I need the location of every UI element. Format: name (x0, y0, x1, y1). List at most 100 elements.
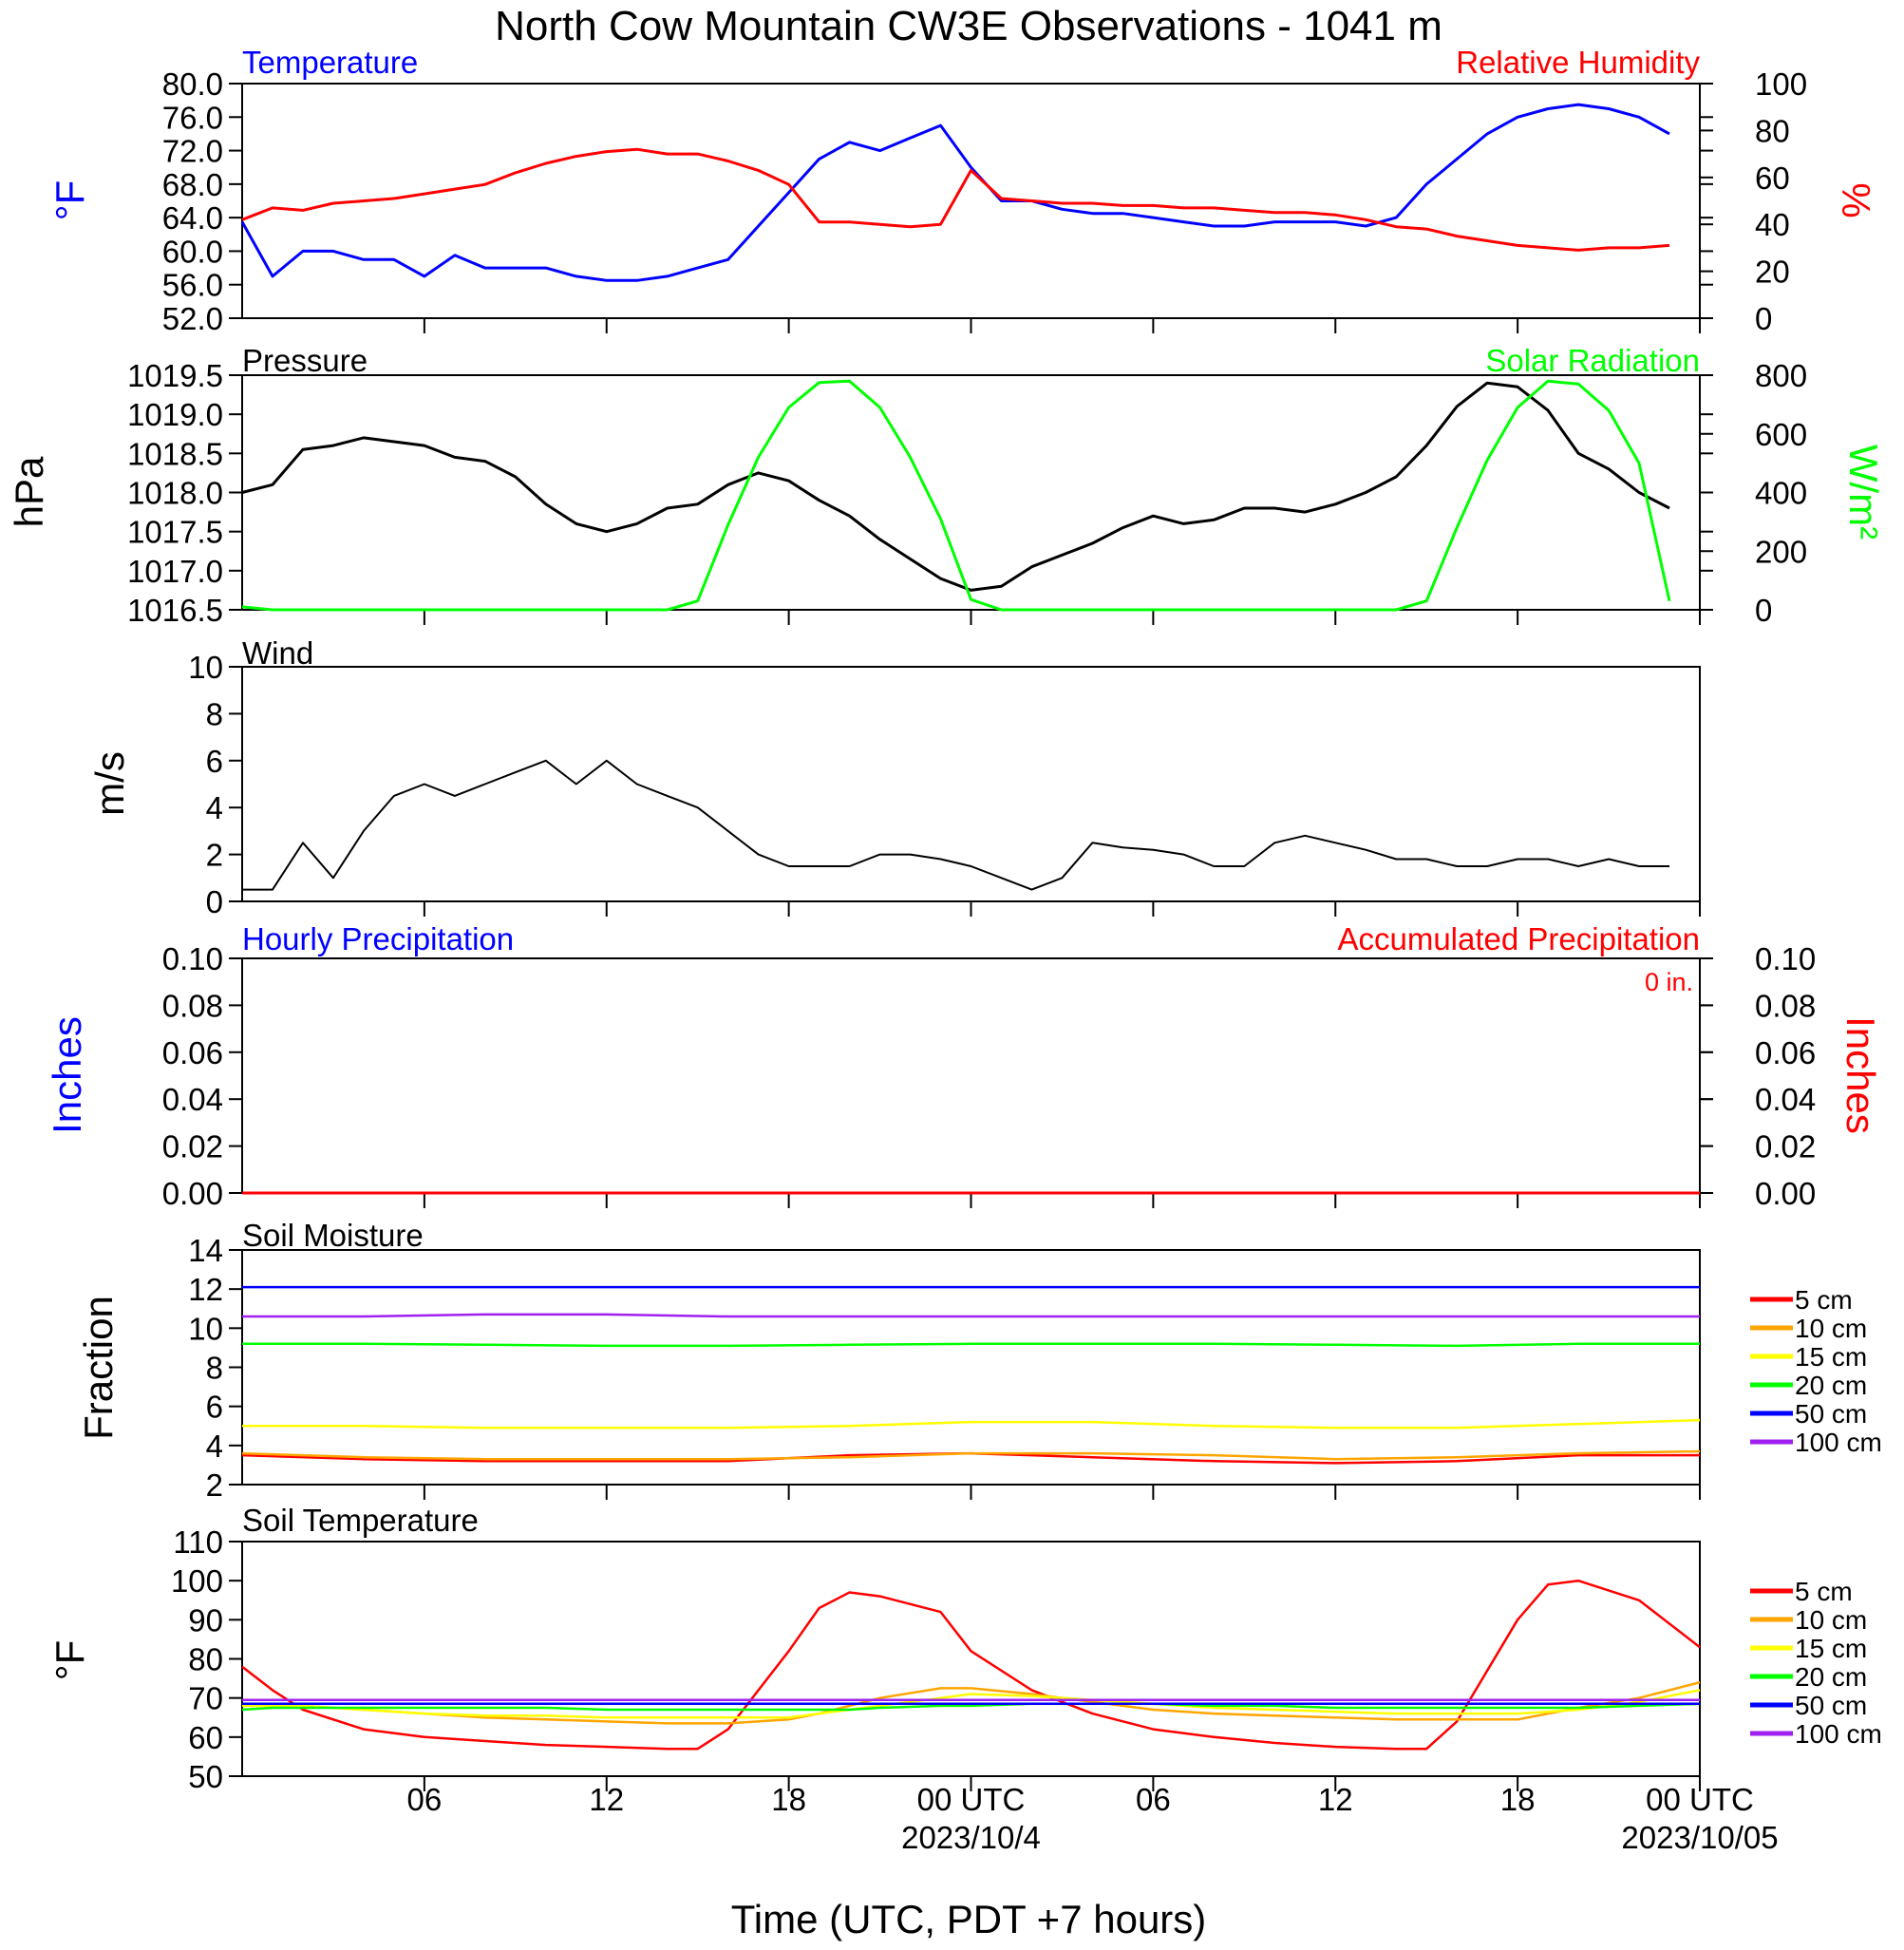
legend-label: 10 cm (1795, 1605, 1867, 1635)
legend-label: 15 cm (1795, 1342, 1867, 1372)
y2-tick-label: 0 (1755, 301, 1772, 336)
y-tick-label: 1018.0 (127, 476, 223, 511)
y-tick-label: 0.08 (162, 988, 223, 1023)
soil-temp-line (241, 1579, 1701, 1751)
y2-tick-label: 0.08 (1755, 988, 1816, 1023)
humidity-title: Relative Humidity (1456, 45, 1700, 80)
y2-tick-label: 0.00 (1755, 1176, 1816, 1211)
soil-moisture-title: Soil Moisture (242, 1218, 424, 1253)
x-tick-label: 18 (771, 1782, 806, 1817)
y-tick-label: 1017.5 (127, 515, 223, 550)
y-tick-label: 56.0 (162, 268, 223, 303)
soil-moisture-line (242, 1418, 1701, 1429)
temperature-unit: °F (47, 180, 92, 220)
temperature-frame (241, 83, 1701, 319)
y-tick-label: 6 (206, 1390, 223, 1425)
y-tick-label: 70 (188, 1681, 223, 1716)
precip-accum-title: Accumulated Precipitation (1337, 921, 1700, 956)
x-date-label: 2023/10/05 (1621, 1820, 1778, 1855)
y2-tick-label: 60 (1755, 161, 1790, 196)
y-tick-label: 0.06 (162, 1035, 223, 1070)
legend-label: 50 cm (1795, 1691, 1867, 1720)
temperature-title: Temperature (242, 45, 418, 80)
y2-tick-label: 400 (1755, 476, 1807, 511)
y2-tick-label: 200 (1755, 534, 1807, 569)
y-tick-label: 64.0 (162, 200, 223, 236)
y2-tick-label: 20 (1755, 255, 1790, 290)
soil-temp-title: Soil Temperature (242, 1503, 479, 1538)
precip-left-unit: Inches (45, 1016, 89, 1134)
soil-temp-frame (241, 1541, 1701, 1777)
legend-label: 10 cm (1795, 1314, 1867, 1343)
y-tick-label: 76.0 (162, 100, 223, 135)
soil-temp-line (242, 1680, 1701, 1725)
y-tick-label: 0.04 (162, 1082, 223, 1117)
x-axis-title: Time (UTC, PDT +7 hours) (731, 1897, 1207, 1941)
y-tick-label: 8 (206, 696, 223, 731)
soil-moisture-frame (241, 1249, 1701, 1486)
y2-tick-label: 80 (1755, 113, 1790, 148)
y-tick-label: 6 (206, 744, 223, 779)
y-tick-label: 4 (206, 790, 223, 825)
x-tick-label: 00 UTC (1646, 1782, 1754, 1817)
y-tick-label: 0 (206, 884, 223, 919)
y-tick-label: 68.0 (162, 167, 223, 202)
y-tick-label: 10 (188, 650, 223, 685)
humidity-unit: % (1834, 182, 1878, 218)
y-tick-label: 14 (188, 1233, 223, 1268)
humidity-line (241, 147, 1670, 252)
y2-tick-label: 600 (1755, 417, 1807, 452)
y-tick-label: 52.0 (162, 301, 223, 336)
y-tick-label: 100 (171, 1563, 223, 1599)
soil-moisture-line (241, 1449, 1701, 1461)
wind-speed-line (242, 759, 1669, 891)
y2-tick-label: 100 (1755, 66, 1807, 102)
pressure-title: Pressure (242, 343, 368, 378)
wind-unit: m/s (87, 751, 132, 816)
y2-tick-label: 0.10 (1755, 941, 1816, 976)
y-tick-label: 12 (188, 1272, 223, 1307)
soil-moisture-line (242, 1342, 1700, 1348)
legend-label: 15 cm (1795, 1634, 1867, 1663)
y-tick-label: 8 (206, 1351, 223, 1386)
legend-label: 100 cm (1795, 1428, 1882, 1457)
wind-panel: Wind m/s (87, 635, 1701, 902)
precip-frame (241, 957, 1701, 1194)
y-tick-label: 90 (188, 1602, 223, 1638)
x-tick-label: 18 (1500, 1782, 1536, 1817)
y-tick-label: 60.0 (162, 234, 223, 269)
solar-line (241, 379, 1671, 612)
legend-label: 100 cm (1795, 1719, 1882, 1749)
pressure-unit: hPa (7, 456, 51, 527)
x-date-label: 2023/10/4 (901, 1820, 1041, 1855)
y-tick-label: 72.0 (162, 134, 223, 169)
y-tick-label: 110 (173, 1524, 223, 1560)
y-tick-label: 4 (206, 1429, 223, 1464)
soil-moisture-line (242, 1313, 1700, 1318)
x-tick-label: 12 (1318, 1782, 1353, 1817)
y-tick-label: 0.02 (162, 1129, 223, 1164)
precip-panel: Hourly Precipitation Accumulated Precipi… (45, 921, 1883, 1194)
y-tick-label: 2 (206, 838, 223, 873)
legend-label: 20 cm (1795, 1371, 1867, 1400)
y2-tick-label: 0.02 (1755, 1129, 1816, 1164)
y-tick-label: 1019.5 (127, 358, 223, 393)
soil-temp-line (241, 1702, 1701, 1712)
y2-tick-label: 0.06 (1755, 1035, 1816, 1070)
legend-label: 20 cm (1795, 1662, 1867, 1692)
soil-temp-line (242, 1689, 1701, 1719)
pressure-panel: Pressure Solar Radiation hPa W/m² (7, 343, 1886, 611)
soil-temp-unit: °F (47, 1640, 92, 1680)
y-tick-label: 50 (188, 1759, 223, 1794)
y2-tick-label: 40 (1755, 207, 1790, 242)
axis-ticks: 80.076.072.068.064.060.056.052.010080604… (127, 66, 1816, 1855)
x-tick-label: 12 (589, 1782, 624, 1817)
soil-temp-panel: Soil Temperature °F (47, 1503, 1701, 1777)
y-tick-label: 2 (206, 1467, 223, 1503)
y-tick-label: 80.0 (162, 66, 223, 102)
y-tick-label: 1017.0 (127, 554, 223, 589)
precip-hourly-title: Hourly Precipitation (242, 921, 514, 956)
data-series (240, 103, 1701, 1751)
